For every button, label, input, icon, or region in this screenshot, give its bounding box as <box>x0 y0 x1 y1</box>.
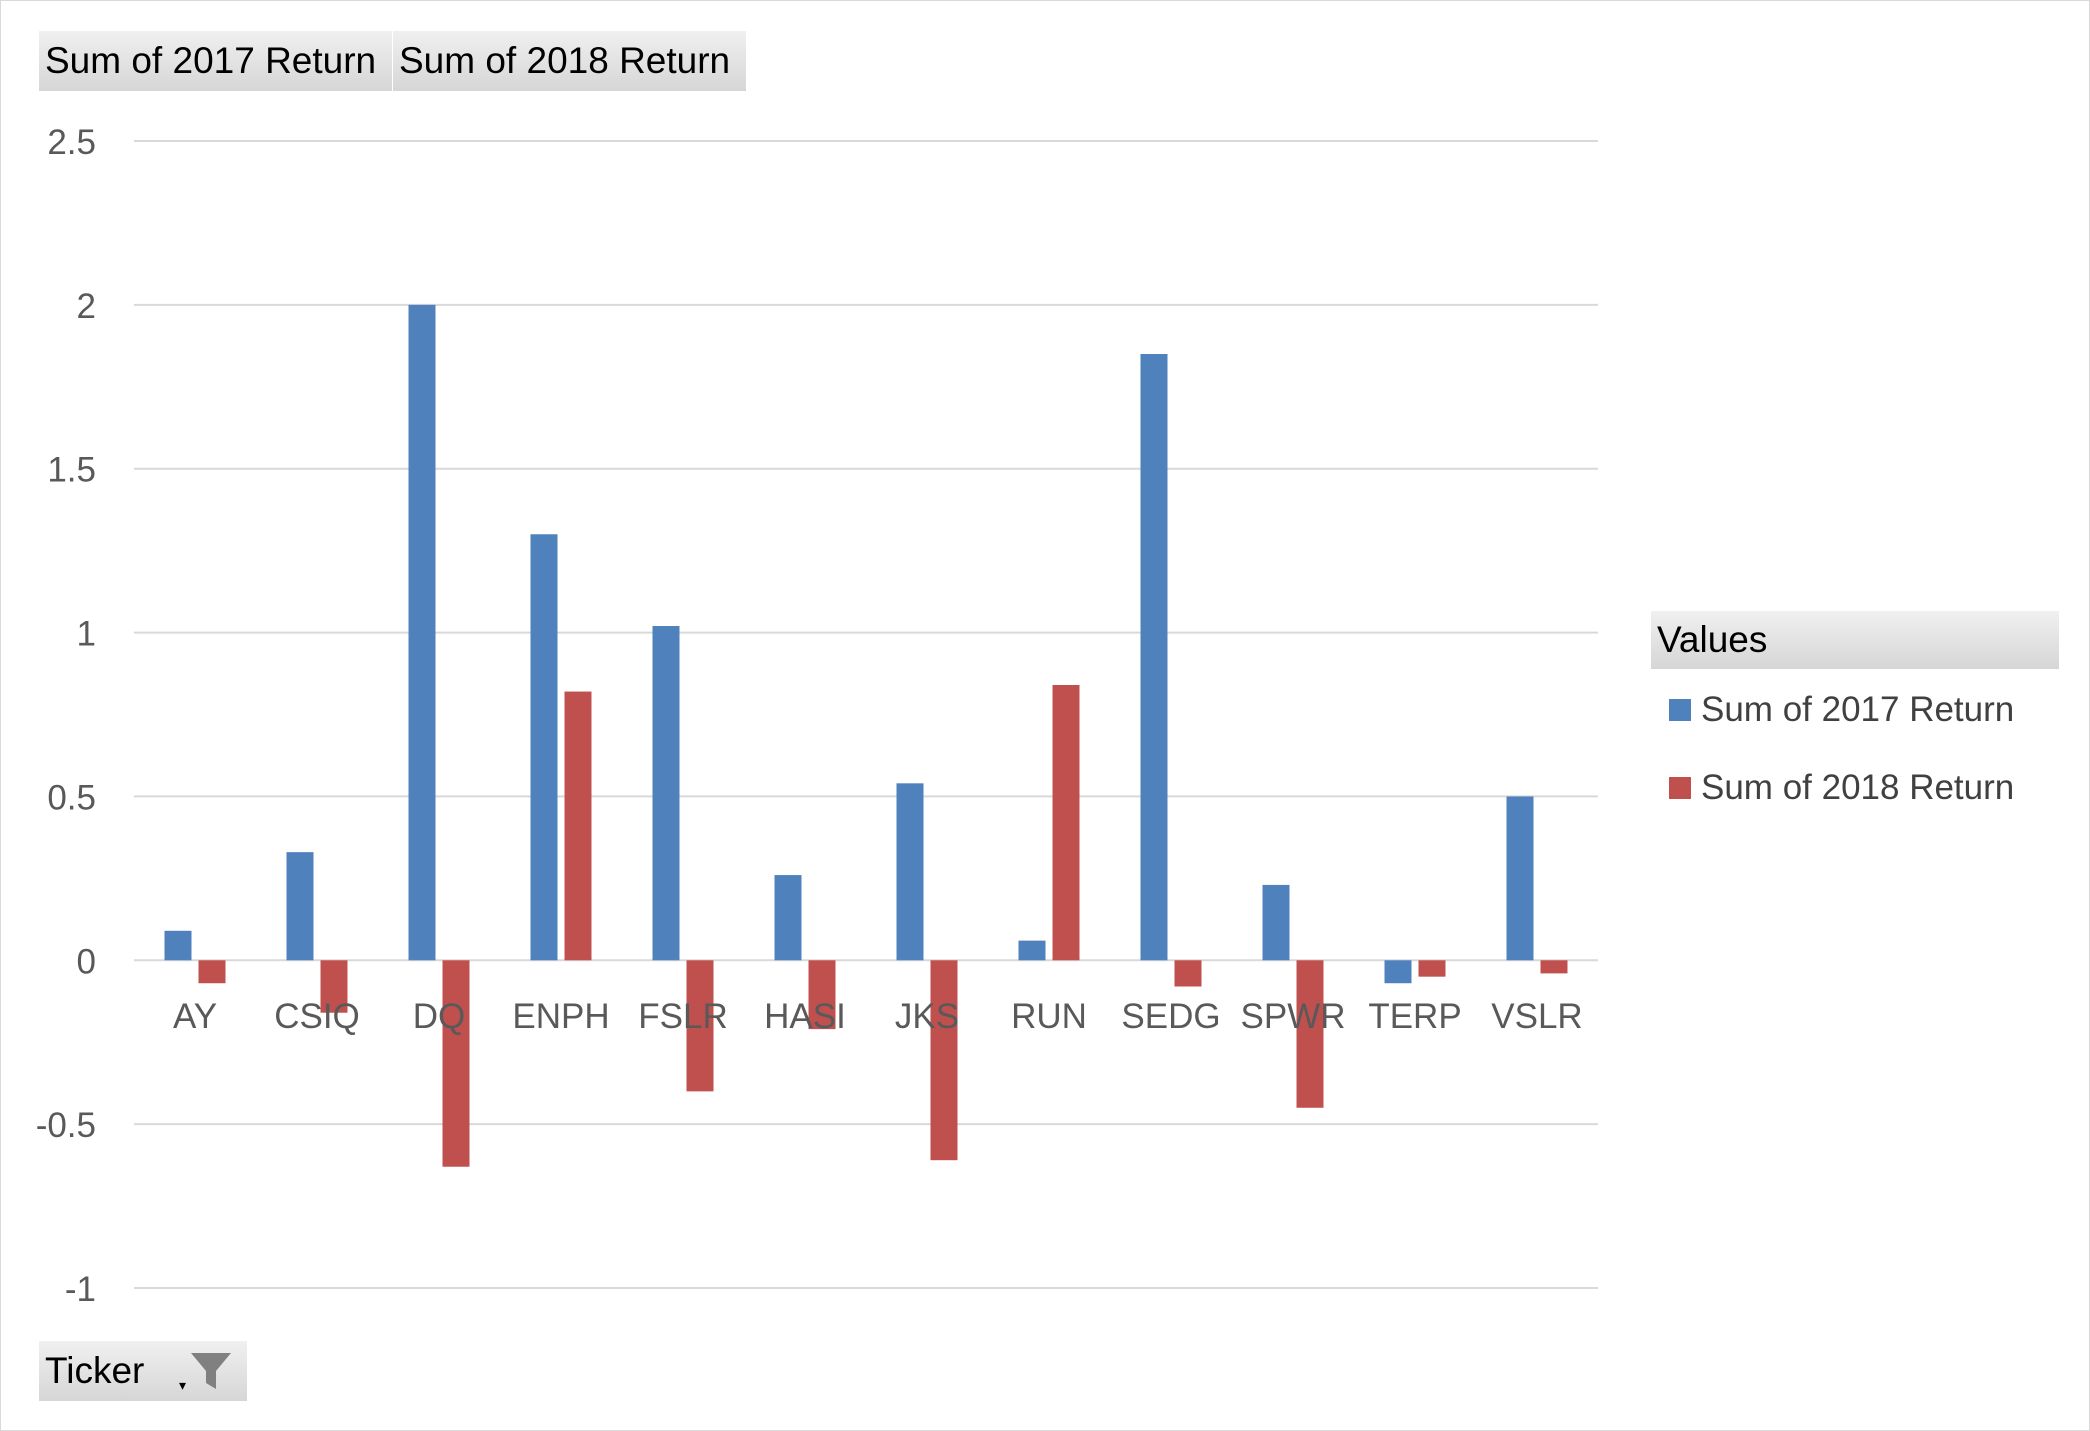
legend-item-2017: Sum of 2017 Return <box>1669 690 2014 730</box>
axis-field-button-ticker[interactable]: Ticker <box>39 1341 248 1401</box>
y-tick-label: 2 <box>77 287 96 326</box>
bar-2018-terp[interactable] <box>1418 960 1446 977</box>
chevron-down-icon[interactable]: ▾ <box>179 1377 187 1393</box>
legend-swatch-2017 <box>1669 699 1691 721</box>
bar-2018-dq[interactable] <box>442 960 470 1167</box>
bar-2018-run[interactable] <box>1052 685 1080 961</box>
x-tick-label: JKS <box>895 997 959 1036</box>
x-tick-label: SEDG <box>1121 997 1220 1036</box>
bar-2018-ay[interactable] <box>198 960 226 984</box>
x-tick-label: AY <box>173 997 217 1036</box>
bar-2017-terp[interactable] <box>1384 960 1412 984</box>
bar-2017-csiq[interactable] <box>286 852 314 961</box>
y-tick-label: -0.5 <box>36 1106 96 1145</box>
bar-2018-fslr[interactable] <box>686 960 714 1092</box>
x-tick-label: RUN <box>1011 997 1087 1036</box>
legend-label-2018: Sum of 2018 Return <box>1701 768 2015 807</box>
x-tick-label: HASI <box>764 997 846 1036</box>
x-tick-label: DQ <box>413 997 466 1036</box>
value-field-button-2017[interactable]: Sum of 2017 Return <box>39 31 393 91</box>
legend-label-2017: Sum of 2017 Return <box>1701 690 2015 729</box>
bar-2017-spwr[interactable] <box>1262 884 1290 961</box>
bar-2018-hasi[interactable] <box>808 960 836 1030</box>
bar-2017-jks[interactable] <box>896 783 924 961</box>
bar-2018-jks[interactable] <box>930 960 958 1161</box>
legend-item-2018: Sum of 2018 Return <box>1669 768 2014 808</box>
x-tick-label: ENPH <box>512 997 609 1036</box>
y-tick-label: 1 <box>77 615 96 654</box>
x-tick-label: VSLR <box>1491 997 1582 1036</box>
legend-title[interactable]: Values <box>1651 611 2059 669</box>
x-tick-label: FSLR <box>638 997 727 1036</box>
y-tick-label: 2.5 <box>47 123 96 162</box>
bar-2018-vslr[interactable] <box>1540 960 1568 974</box>
y-tick-label: 0 <box>77 942 96 981</box>
bar-2018-csiq[interactable] <box>320 960 348 1013</box>
axis-field-label: Ticker <box>45 1350 145 1391</box>
value-field-button-2018[interactable]: Sum of 2018 Return <box>393 31 747 91</box>
bar-2018-spwr[interactable] <box>1296 960 1324 1108</box>
filter-icon[interactable] <box>189 1349 233 1393</box>
x-tick-label: SPWR <box>1241 997 1346 1036</box>
bar-2017-ay[interactable] <box>164 930 192 961</box>
bar-2017-hasi[interactable] <box>774 875 802 961</box>
bar-2017-dq[interactable] <box>408 304 436 961</box>
y-tick-label: -1 <box>65 1270 96 1309</box>
x-tick-label: CSIQ <box>274 997 360 1036</box>
bar-2017-enph[interactable] <box>530 534 558 961</box>
bar-2018-sedg[interactable] <box>1174 960 1202 987</box>
bar-2017-vslr[interactable] <box>1506 796 1534 961</box>
bar-2017-sedg[interactable] <box>1140 354 1168 961</box>
y-tick-label: 0.5 <box>47 778 96 817</box>
y-tick-label: 1.5 <box>47 451 96 490</box>
legend-swatch-2018 <box>1669 777 1691 799</box>
bar-2018-enph[interactable] <box>564 691 592 961</box>
x-tick-label: TERP <box>1368 997 1461 1036</box>
bar-2017-fslr[interactable] <box>652 626 680 961</box>
bar-2017-run[interactable] <box>1018 940 1046 961</box>
